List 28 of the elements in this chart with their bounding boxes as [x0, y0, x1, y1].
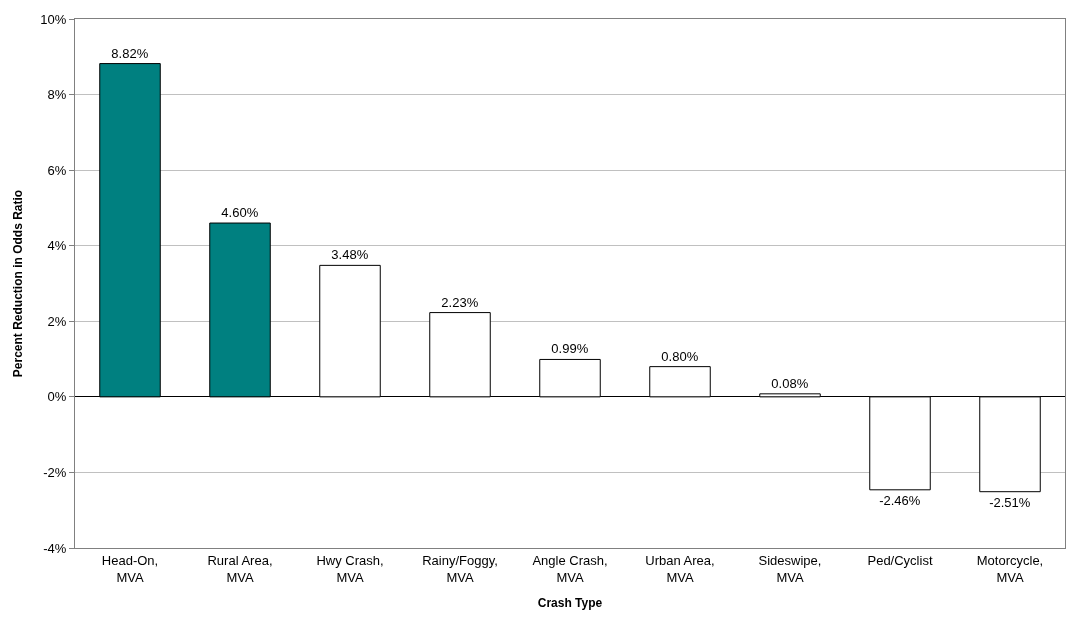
- data-label: 2.23%: [441, 294, 479, 310]
- x-axis-title: Crash Type: [537, 596, 603, 611]
- data-label: 3.48%: [331, 247, 369, 263]
- y-axis-title: Percent Reduction in Odds Ratio: [10, 189, 25, 378]
- x-tick-label: Urban Area, MVA: [645, 552, 715, 585]
- data-label: -2.51%: [989, 494, 1031, 510]
- y-tick-label: -4%: [43, 540, 67, 556]
- y-tick-label: 8%: [47, 87, 67, 103]
- y-tick-label: 0%: [47, 389, 67, 405]
- data-label: 4.60%: [221, 205, 259, 221]
- y-tick-label: 10%: [40, 11, 67, 27]
- x-tick-label: Rural Area, MVA: [207, 552, 273, 585]
- data-label: 8.82%: [111, 45, 149, 61]
- x-tick-label: Ped/Cyclist: [867, 552, 933, 568]
- x-tick-label: Angle Crash, MVA: [532, 552, 608, 585]
- x-tick-label: Sideswipe, MVA: [758, 552, 822, 585]
- x-tick-label: Rainy/Foggy, MVA: [422, 552, 498, 585]
- x-tick-label: Motorcycle, MVA: [976, 552, 1044, 585]
- y-tick-label: 4%: [47, 238, 67, 254]
- x-tick-label: Head-On, MVA: [101, 552, 159, 585]
- data-label: 0.80%: [661, 348, 699, 364]
- y-tick-label: 2%: [47, 313, 67, 329]
- data-label: 0.99%: [551, 341, 589, 357]
- x-tick-label: Hwy Crash, MVA: [316, 552, 384, 585]
- data-label: -2.46%: [879, 492, 921, 508]
- data-label: 0.08%: [771, 375, 809, 391]
- y-tick-label: 6%: [47, 162, 67, 178]
- y-tick-label: -2%: [43, 464, 67, 480]
